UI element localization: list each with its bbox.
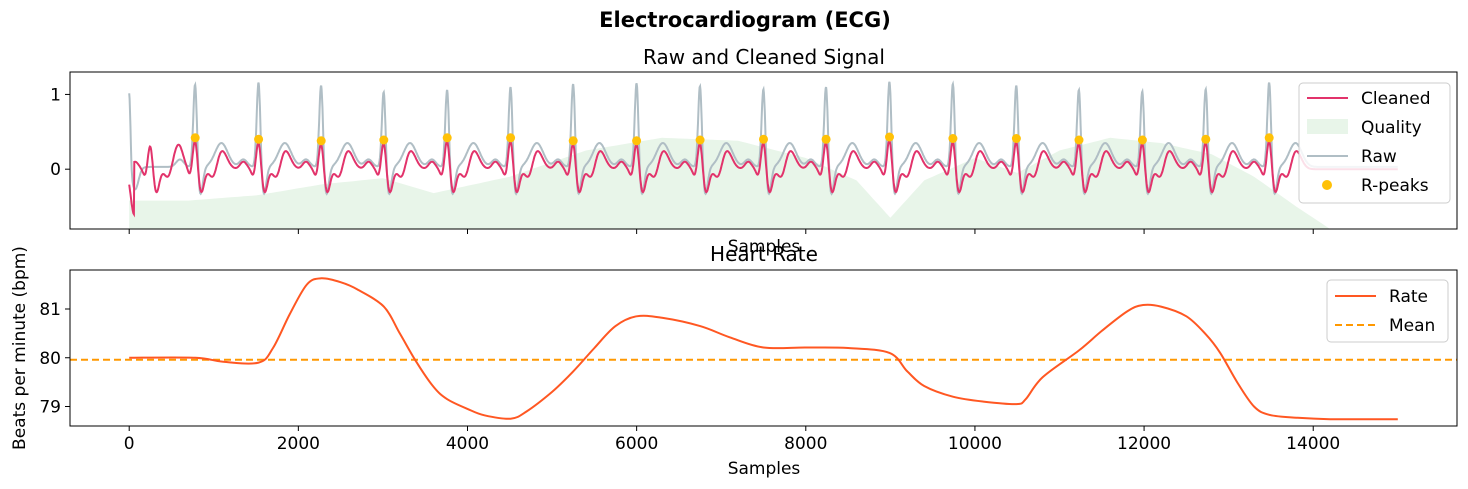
rate-plot-frame (69, 269, 1458, 427)
heart-rate-line (129, 277, 1398, 421)
rate-x-tick-label: 14000 (1286, 434, 1340, 454)
rate-x-tick-label: 2000 (277, 434, 320, 454)
legend-label-rate: Rate (1389, 287, 1428, 307)
rate-x-label: Samples (728, 459, 801, 479)
r-peak-markers (190, 132, 1274, 146)
legend-swatch-quality (1307, 119, 1348, 134)
legend-label-cleaned: Cleaned (1361, 89, 1431, 109)
legend-swatch-r-peaks (1322, 180, 1332, 190)
signal-y-ticks: 10 (50, 85, 70, 180)
figure-title: Electrocardiogram (ECG) (599, 8, 891, 32)
r-peak-point (1201, 134, 1211, 144)
signal-y-tick-label: 1 (50, 85, 61, 105)
signal-x-ticks (128, 229, 1314, 234)
rate-x-tick-label: 8000 (784, 434, 827, 454)
rate-plot-area (70, 277, 1457, 421)
r-peak-point (1074, 135, 1084, 145)
signal-plot-frame (69, 71, 1458, 230)
r-peak-point (254, 134, 264, 144)
rate-x-tick-label: 10000 (948, 434, 1002, 454)
rate-y-tick-label: 81 (39, 300, 61, 320)
r-peak-point (568, 136, 578, 146)
signal-panel-title: Raw and Cleaned Signal (643, 45, 885, 69)
r-peak-point (1137, 135, 1147, 145)
r-peak-point (821, 134, 831, 144)
signal-legend-box (1298, 82, 1451, 204)
rate-panel-title: Heart Rate (710, 242, 818, 266)
signal-y-tick-label: 0 (50, 160, 61, 180)
r-peak-point (190, 133, 200, 143)
r-peak-point (695, 135, 705, 145)
rate-x-tick-label: 12000 (1117, 434, 1171, 454)
legend-label-r-peaks: R-peaks (1361, 176, 1429, 196)
rate-y-ticks: 81 80 79 (39, 300, 70, 418)
r-peak-point (948, 134, 958, 143)
r-peak-point (632, 136, 642, 146)
rate-y-tick-label: 80 (39, 349, 61, 369)
signal-x-label: Samples (728, 237, 801, 257)
signal-legend: Cleaned Quality Raw R-peaks (1298, 82, 1451, 204)
r-peak-point (316, 136, 326, 146)
r-peak-point (442, 133, 452, 143)
r-peak-point (885, 132, 894, 142)
raw-signal-line (128, 80, 1398, 196)
rate-x-tick-label: 4000 (446, 434, 489, 454)
r-peak-point (1264, 133, 1274, 143)
r-peak-point (379, 135, 389, 145)
r-peak-point (1011, 134, 1021, 143)
legend-label-raw: Raw (1361, 147, 1397, 167)
signal-plot-area (128, 80, 1398, 229)
rate-x-tick-label: 6000 (615, 434, 658, 454)
rate-y-tick-label: 79 (39, 398, 61, 418)
rate-legend: Rate Mean (1326, 279, 1449, 343)
rate-x-ticks: 0 2000 4000 6000 8000 10000 12000 14000 (124, 426, 1340, 454)
rate-y-label: Beats per minute (bpm) (10, 246, 30, 450)
rate-x-tick-label: 0 (124, 434, 135, 454)
legend-label-mean: Mean (1389, 316, 1435, 336)
r-peak-point (506, 133, 516, 143)
legend-label-quality: Quality (1361, 118, 1422, 138)
r-peak-point (759, 134, 768, 144)
